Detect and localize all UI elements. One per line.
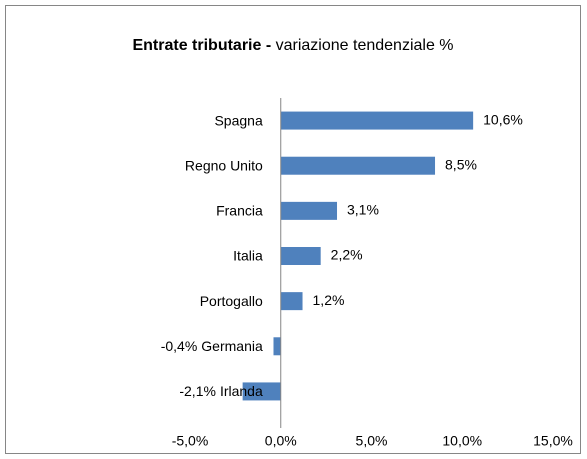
chart-frame (5, 5, 581, 454)
value-label: 1,2% (313, 292, 345, 308)
value-label: 10,6% (483, 111, 523, 127)
bar (280, 201, 338, 220)
x-tick-label: 5,0% (356, 433, 388, 449)
category-label: Italia (233, 248, 263, 264)
category-label: Irlanda (220, 383, 263, 399)
chart-title: Entrate tributarie - variazione tendenzi… (132, 37, 453, 54)
bar (242, 382, 281, 401)
value-label: 3,1% (347, 202, 379, 218)
category-label: Germania (201, 338, 263, 354)
category-label: Regno Unito (185, 157, 263, 173)
category-label: Francia (216, 203, 263, 219)
x-tick-label: 10,0% (442, 433, 482, 449)
category-label: Spagna (214, 112, 262, 128)
category-label: Portogallo (200, 293, 263, 309)
x-tick-label: 15,0% (533, 433, 573, 449)
x-tick-label: -5,0% (172, 433, 209, 449)
value-label: -0,4% (161, 338, 198, 354)
bar (280, 156, 436, 175)
x-tick-label: 0,0% (265, 433, 297, 449)
title-rest: variazione tendenziale % (276, 37, 454, 54)
value-label: 2,2% (331, 247, 363, 263)
bar (273, 337, 281, 356)
title-bold: Entrate tributarie - (132, 37, 271, 54)
bar (280, 247, 321, 265)
bar (280, 292, 303, 311)
value-label: 8,5% (445, 156, 477, 172)
bar (280, 111, 474, 130)
value-label: -2,1% (179, 383, 216, 399)
